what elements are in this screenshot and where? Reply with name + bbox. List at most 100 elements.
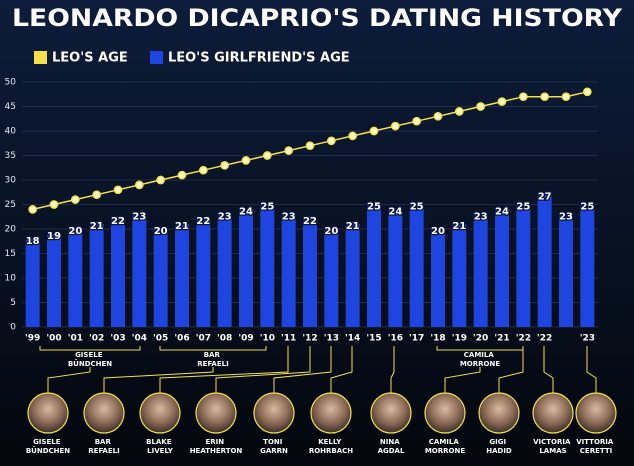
photo <box>195 392 237 434</box>
value-label: 21 <box>452 221 466 232</box>
bracket-label: CAMILA MORRONE <box>460 351 501 368</box>
bar <box>431 229 445 327</box>
age-point <box>497 97 507 106</box>
x-tick-label: '21 <box>494 334 509 344</box>
x-tick-label: '22 <box>537 334 552 344</box>
value-label: 20 <box>431 226 445 237</box>
value-label: 20 <box>324 226 338 237</box>
person-name: VICTORIA LAMAS <box>533 438 573 455</box>
age-point <box>305 141 315 151</box>
x-tick-label: '00 <box>46 334 61 344</box>
connector <box>586 346 597 393</box>
bar <box>473 214 488 327</box>
age-point <box>540 92 550 102</box>
value-label: 20 <box>154 226 168 237</box>
person-name: CAMILA MORRONE <box>425 438 466 455</box>
y-tick-label: 20 <box>5 225 17 235</box>
y-tick-label: 30 <box>5 176 17 186</box>
x-tick-label: '11 <box>281 334 296 344</box>
photo <box>532 392 574 434</box>
x-tick-label: '18 <box>430 334 445 344</box>
bar <box>132 214 147 327</box>
bar <box>260 204 275 327</box>
age-point <box>412 116 422 126</box>
bar <box>68 229 83 327</box>
value-label: 25 <box>516 202 530 213</box>
x-tick-label: '14 <box>345 334 360 344</box>
age-point <box>369 126 379 136</box>
connector <box>215 346 311 393</box>
y-tick-label: 45 <box>5 102 16 112</box>
x-tick-label: '07 <box>196 334 211 344</box>
x-tick-label: '08 <box>217 334 232 344</box>
age-point <box>198 165 208 175</box>
value-label: 24 <box>239 206 253 217</box>
y-tick-label: 50 <box>5 78 17 88</box>
age-point <box>49 200 59 209</box>
connector <box>159 346 289 393</box>
value-label: 24 <box>388 206 402 217</box>
bar <box>281 214 296 327</box>
age-point <box>390 121 400 131</box>
person-name: ERIN HEATHERTON <box>190 438 243 455</box>
bar <box>409 204 424 327</box>
person-name: TONI GARRN <box>260 438 288 455</box>
age-point <box>134 180 144 190</box>
y-tick-label: 35 <box>5 151 16 161</box>
age-point <box>284 146 294 155</box>
value-label: 22 <box>196 216 210 227</box>
age-point <box>518 92 528 102</box>
connector <box>498 346 524 393</box>
person-name: VITTORIA CERETTI <box>576 438 616 455</box>
bar <box>89 224 104 327</box>
connector <box>390 346 395 393</box>
person-name: BAR REFAELI <box>88 438 119 455</box>
bar <box>153 229 168 327</box>
x-tick-label: '19 <box>452 334 467 344</box>
x-tick-label: '05 <box>153 334 168 344</box>
value-label: 20 <box>68 226 82 237</box>
x-tick-label: '10 <box>260 334 275 344</box>
value-label: 23 <box>218 211 232 222</box>
bar <box>25 238 40 327</box>
value-label: 27 <box>538 192 552 203</box>
bracket-label: GISELE BÜNDCHEN <box>68 351 112 368</box>
connector <box>103 367 214 393</box>
value-label: 22 <box>111 216 125 227</box>
x-tick-label: '15 <box>366 334 381 344</box>
y-tick-label: 0 <box>10 323 16 333</box>
legend-swatch <box>150 51 163 64</box>
photo <box>139 392 181 434</box>
age-point <box>70 195 80 204</box>
age-point <box>177 170 187 180</box>
age-point <box>262 151 272 160</box>
bar <box>239 209 253 327</box>
x-tick-label: '04 <box>132 334 147 344</box>
value-label: 25 <box>410 202 424 213</box>
age-point <box>220 160 230 170</box>
legend-swatch <box>34 51 47 64</box>
x-tick-label: '12 <box>302 334 317 344</box>
age-point <box>156 175 166 185</box>
x-tick-label: '99 <box>25 334 40 344</box>
value-label: 21 <box>90 221 104 232</box>
age-point <box>348 131 358 141</box>
x-tick-label: '23 <box>580 334 595 344</box>
connector <box>330 346 353 393</box>
x-tick-label: '13 <box>324 334 339 344</box>
connector <box>273 346 332 393</box>
age-point <box>241 156 251 165</box>
photo <box>27 392 69 434</box>
value-label: 25 <box>260 202 274 213</box>
connector <box>47 367 91 393</box>
value-label: 23 <box>282 211 296 222</box>
bracket-label: BAR REFAELI <box>197 351 228 368</box>
bracket <box>159 346 267 351</box>
age-point <box>433 111 443 121</box>
x-tick-label: '03 <box>110 334 125 344</box>
bar <box>559 214 573 327</box>
y-tick-label: 15 <box>5 249 16 259</box>
legend-label: LEO'S GIRLFRIEND'S AGE <box>168 51 350 66</box>
photo <box>575 392 617 434</box>
